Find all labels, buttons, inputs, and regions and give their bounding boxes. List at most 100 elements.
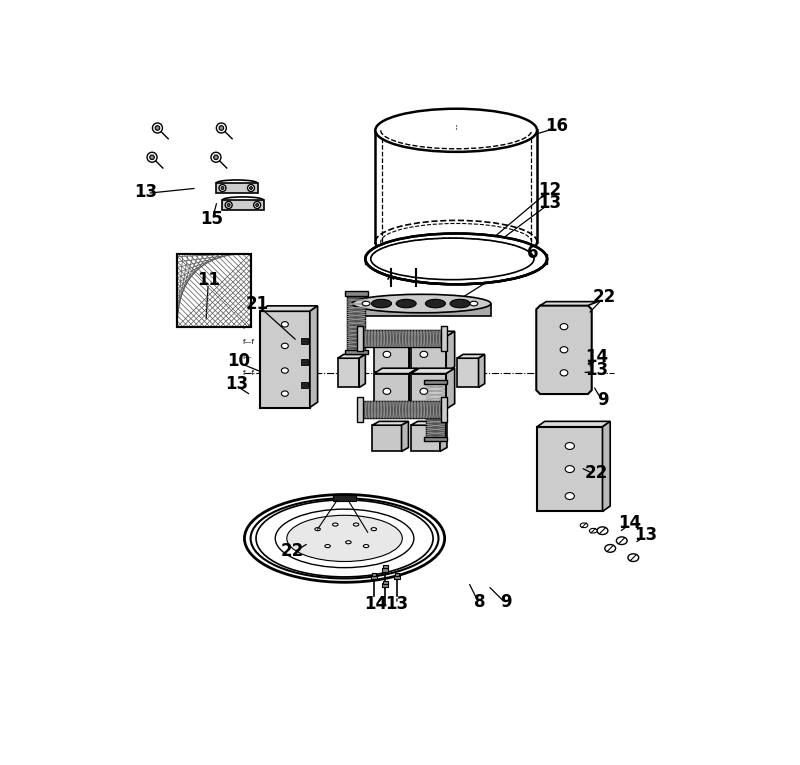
Ellipse shape xyxy=(383,351,390,357)
Bar xyxy=(457,358,478,388)
Bar xyxy=(374,373,410,409)
Text: 21: 21 xyxy=(246,295,269,313)
Polygon shape xyxy=(602,422,610,512)
Ellipse shape xyxy=(221,187,224,190)
Ellipse shape xyxy=(250,498,438,578)
Bar xyxy=(424,379,447,384)
Ellipse shape xyxy=(333,523,338,526)
Ellipse shape xyxy=(282,368,288,373)
Ellipse shape xyxy=(420,389,428,395)
Ellipse shape xyxy=(450,299,470,308)
Bar xyxy=(362,402,442,418)
Ellipse shape xyxy=(560,347,568,353)
Ellipse shape xyxy=(396,299,416,308)
Ellipse shape xyxy=(211,152,221,162)
Polygon shape xyxy=(338,354,366,358)
Ellipse shape xyxy=(420,351,428,357)
Bar xyxy=(260,311,310,408)
Text: f—: f— xyxy=(243,354,253,360)
Bar xyxy=(362,330,442,347)
Bar xyxy=(374,337,410,372)
Ellipse shape xyxy=(256,203,258,207)
Polygon shape xyxy=(478,354,485,388)
Ellipse shape xyxy=(315,528,320,531)
Ellipse shape xyxy=(346,541,351,544)
Ellipse shape xyxy=(282,343,288,349)
Ellipse shape xyxy=(282,321,288,327)
Text: 15: 15 xyxy=(201,210,224,228)
Ellipse shape xyxy=(371,299,391,308)
Ellipse shape xyxy=(256,500,433,577)
Bar xyxy=(441,398,447,422)
Polygon shape xyxy=(374,368,418,373)
Ellipse shape xyxy=(282,391,288,396)
Ellipse shape xyxy=(247,184,254,191)
Bar xyxy=(441,326,447,350)
Ellipse shape xyxy=(219,184,226,191)
Ellipse shape xyxy=(354,523,358,526)
Bar xyxy=(222,200,264,210)
Bar xyxy=(338,358,359,388)
Ellipse shape xyxy=(254,201,261,208)
Polygon shape xyxy=(260,306,318,311)
Bar xyxy=(410,425,440,451)
Ellipse shape xyxy=(616,537,627,545)
Bar xyxy=(178,253,250,327)
Ellipse shape xyxy=(370,238,534,280)
Text: 13: 13 xyxy=(538,194,562,212)
Ellipse shape xyxy=(147,152,157,162)
Bar xyxy=(537,427,602,512)
Polygon shape xyxy=(410,331,454,337)
Ellipse shape xyxy=(366,233,547,285)
Polygon shape xyxy=(440,422,447,451)
Ellipse shape xyxy=(580,523,588,528)
Ellipse shape xyxy=(565,466,574,473)
Polygon shape xyxy=(410,422,447,425)
Ellipse shape xyxy=(470,301,478,306)
Ellipse shape xyxy=(605,545,615,552)
Bar xyxy=(383,565,388,568)
Bar xyxy=(372,425,402,451)
Polygon shape xyxy=(536,305,592,394)
Bar xyxy=(215,183,258,193)
Text: 11: 11 xyxy=(197,272,220,289)
Ellipse shape xyxy=(590,529,597,533)
Text: 9: 9 xyxy=(501,594,512,611)
Text: 8: 8 xyxy=(474,594,485,611)
Ellipse shape xyxy=(371,528,377,531)
Polygon shape xyxy=(310,306,318,408)
Text: 22: 22 xyxy=(593,288,616,307)
Ellipse shape xyxy=(565,442,574,450)
Polygon shape xyxy=(410,368,454,373)
Text: 22: 22 xyxy=(585,464,608,482)
Bar xyxy=(352,304,491,316)
Bar xyxy=(358,326,363,350)
Ellipse shape xyxy=(560,324,568,330)
Polygon shape xyxy=(540,301,598,305)
Bar xyxy=(301,338,308,344)
Ellipse shape xyxy=(214,155,218,160)
Bar xyxy=(345,350,368,354)
Text: 13: 13 xyxy=(386,595,409,613)
Text: f—: f— xyxy=(243,324,253,330)
Ellipse shape xyxy=(352,295,491,313)
Polygon shape xyxy=(446,368,454,409)
Polygon shape xyxy=(457,354,485,358)
Bar xyxy=(394,575,400,579)
Bar xyxy=(301,359,308,365)
Bar xyxy=(366,254,547,263)
Bar xyxy=(301,382,308,389)
Text: 22: 22 xyxy=(281,542,304,561)
Bar xyxy=(382,583,389,587)
Polygon shape xyxy=(359,354,366,388)
Ellipse shape xyxy=(375,109,537,152)
Bar xyxy=(383,581,388,584)
Bar xyxy=(370,575,377,579)
Ellipse shape xyxy=(325,545,330,548)
Text: 14: 14 xyxy=(618,514,641,532)
Text: 10: 10 xyxy=(227,353,250,370)
Polygon shape xyxy=(402,422,409,451)
Text: 13: 13 xyxy=(634,526,657,544)
Polygon shape xyxy=(410,331,418,372)
Text: 13: 13 xyxy=(134,183,158,201)
